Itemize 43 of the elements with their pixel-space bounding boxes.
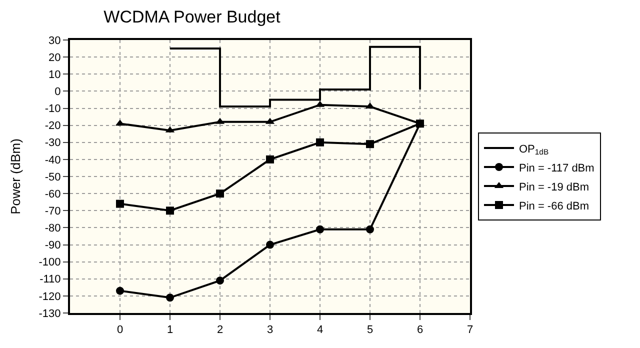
point — [116, 286, 124, 295]
y-tick-label: -50 — [44, 171, 61, 184]
point — [166, 206, 174, 215]
point — [316, 225, 324, 234]
y-axis-title: Power (dBm) — [8, 138, 24, 214]
y-tick-label: -120 — [38, 290, 61, 303]
point — [366, 140, 374, 148]
point — [166, 294, 174, 302]
x-tick-label: 7 — [466, 324, 474, 336]
y-tick-label: -10 — [44, 103, 61, 116]
point — [366, 225, 374, 234]
x-tick-label: 5 — [366, 324, 374, 336]
legend-label: OP$_{1dB}$ — [519, 143, 549, 157]
y-tick-label: -100 — [38, 256, 61, 269]
point — [216, 190, 224, 198]
point — [116, 200, 124, 208]
x-tick-label: 6 — [416, 324, 424, 336]
point — [266, 240, 274, 249]
y-tick-label: -40 — [44, 154, 61, 166]
y-tick-label: -110 — [40, 274, 61, 286]
y-tick-label: 0 — [54, 86, 61, 98]
y-tick-label: -70 — [44, 205, 61, 218]
x-tick-label: 2 — [216, 324, 224, 336]
point — [266, 155, 274, 164]
x-tick-label: 0 — [116, 324, 124, 336]
y-tick-label: -130 — [38, 308, 61, 320]
y-tick-label: -80 — [44, 222, 61, 235]
y-tick-label: -30 — [44, 137, 61, 150]
y-tick-label: -20 — [44, 120, 61, 132]
legend-label: Pin = -117 dBm — [519, 162, 594, 174]
chart-title: WCDMA Power Budget — [104, 7, 281, 26]
point — [316, 138, 324, 146]
y-tick-label: 10 — [48, 68, 61, 81]
y-tick-label: -60 — [44, 188, 61, 200]
y-tick-label: 30 — [48, 34, 61, 47]
point — [216, 276, 224, 285]
x-tick-label: 3 — [266, 324, 274, 336]
legend-label: Pin = -19 dBm — [519, 181, 590, 194]
legend-label: Pin = -66 dBm — [519, 200, 590, 212]
y-tick-label: 20 — [48, 52, 61, 64]
x-tick-label: 4 — [316, 324, 324, 336]
x-tick-label: 1 — [166, 324, 174, 336]
y-tick-label: -90 — [44, 240, 61, 252]
